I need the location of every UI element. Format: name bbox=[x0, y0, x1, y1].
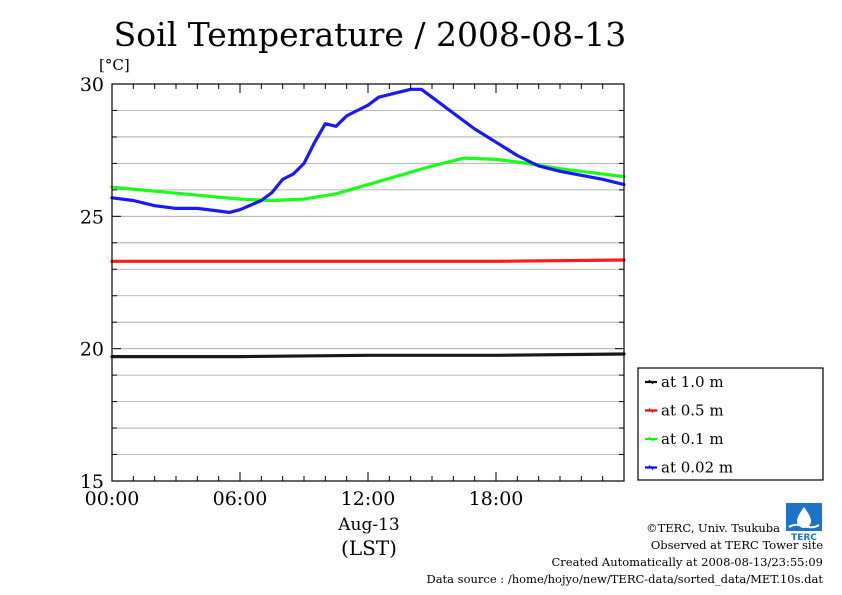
legend-label: at 0.5 m bbox=[661, 402, 724, 420]
series-line-1 bbox=[110, 258, 626, 263]
grid-lines bbox=[112, 110, 624, 455]
x-tick-label: 06:00 bbox=[213, 488, 268, 510]
y-axis-unit-label: [°C] bbox=[99, 56, 130, 74]
y-tick-label: 20 bbox=[80, 339, 104, 361]
legend-swatch-mark bbox=[648, 465, 654, 470]
y-tick-label: 30 bbox=[80, 74, 104, 96]
x-tick-label: 00:00 bbox=[85, 488, 140, 510]
chart-title: Soil Temperature / 2008-08-13 bbox=[114, 15, 627, 54]
plot-frame bbox=[111, 83, 625, 482]
axis-ticks: 15 20 25 30 00:00 06:00 12:00 18:00 bbox=[80, 74, 625, 510]
series-line-3 bbox=[110, 87, 626, 214]
series-line-0 bbox=[110, 352, 626, 359]
legend-swatch-mark bbox=[648, 436, 654, 442]
x-axis-date-label: Aug-13 bbox=[337, 515, 399, 535]
legend-swatch-mark bbox=[648, 408, 654, 413]
legend-label: at 0.02 m bbox=[661, 459, 733, 477]
legend-label: at 1.0 m bbox=[661, 373, 724, 391]
legend-box bbox=[637, 367, 824, 481]
y-tick-label: 25 bbox=[80, 206, 104, 228]
series-lines bbox=[110, 87, 626, 359]
x-axis-label: (LST) bbox=[341, 536, 397, 560]
legend-label: at 0.1 m bbox=[661, 430, 724, 448]
terc-logo-text: TERC bbox=[791, 533, 817, 543]
created-timestamp-text: Created Automatically at 2008-08-13/23:5… bbox=[552, 555, 824, 569]
data-source-text: Data source : /home/hojyo/new/TERC-data/… bbox=[426, 572, 823, 586]
terc-logo: TERC bbox=[786, 503, 822, 543]
x-tick-label: 12:00 bbox=[341, 488, 396, 510]
observed-site-text: Observed at TERC Tower site bbox=[651, 538, 823, 552]
copyright-text: ©TERC, Univ. Tsukuba bbox=[646, 521, 780, 535]
legend-swatch-mark bbox=[648, 379, 654, 385]
legend: at 1.0 m at 0.5 m at 0.1 m at 0.02 m bbox=[637, 367, 824, 481]
series-line-2 bbox=[110, 156, 626, 203]
y-tick-label: 15 bbox=[80, 471, 104, 493]
x-tick-label: 18:00 bbox=[469, 488, 524, 510]
